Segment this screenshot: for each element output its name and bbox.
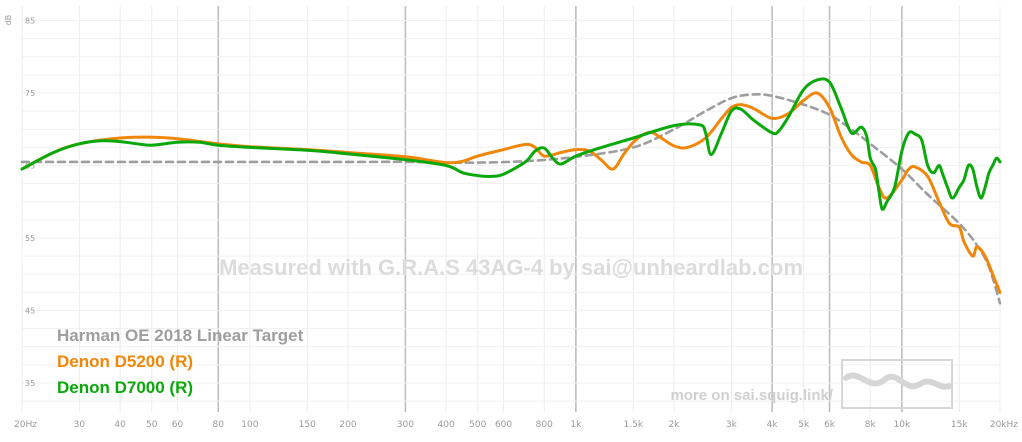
y-axis-unit-label: dB bbox=[4, 15, 13, 26]
x-tick-label: 5k bbox=[798, 420, 810, 430]
squiglink-logo[interactable] bbox=[841, 359, 953, 409]
watermark-text: Measured with G.R.A.S 43AG-4 by sai@unhe… bbox=[219, 255, 803, 280]
x-tick-label: 80 bbox=[213, 420, 225, 430]
y-tick-label: 75 bbox=[25, 89, 35, 98]
x-tick-label: 500 bbox=[469, 420, 486, 430]
x-tick-label: 300 bbox=[397, 420, 414, 430]
x-tick-label: 15k bbox=[951, 420, 968, 430]
denon-d5200-curve bbox=[20, 91, 1002, 294]
y-tick-label: 45 bbox=[25, 307, 35, 316]
y-tick-label: 55 bbox=[25, 234, 35, 243]
x-tick-label: 10k bbox=[894, 420, 911, 430]
credit-text: more on sai.squig.link/ bbox=[670, 387, 833, 404]
x-tick-label: 2k bbox=[669, 420, 681, 430]
harman-target-curve bbox=[20, 92, 1002, 305]
x-tick-label: 200 bbox=[339, 420, 356, 430]
x-tick-label: 3k bbox=[726, 420, 738, 430]
x-tick-label: 6k bbox=[824, 420, 836, 430]
series-lines bbox=[20, 77, 1002, 305]
x-tick-label: 4k bbox=[767, 420, 779, 430]
legend-item-denon-d5200[interactable]: Denon D5200 (R) bbox=[57, 352, 193, 371]
chart-grid bbox=[21, 6, 1001, 412]
squiggle-icon bbox=[843, 372, 953, 390]
x-tick-label: 8k bbox=[865, 420, 877, 430]
x-tick-label: 30 bbox=[74, 420, 86, 430]
denon-d7000-curve bbox=[20, 77, 1002, 211]
legend-item-harman-target[interactable]: Harman OE 2018 Linear Target bbox=[57, 326, 304, 345]
x-tick-label: 1k bbox=[570, 420, 582, 430]
x-tick-label: 400 bbox=[438, 420, 455, 430]
x-tick-label: 100 bbox=[241, 420, 258, 430]
x-tick-label: 40 bbox=[114, 420, 126, 430]
x-axis-labels: 20Hz 30 40 50 60 80 100 150 200 300 400 500 600 800 1k… bbox=[14, 420, 1018, 430]
x-tick-label: 20kHz bbox=[990, 420, 1018, 430]
x-tick-label: 600 bbox=[495, 420, 512, 430]
y-tick-label: 35 bbox=[25, 379, 35, 388]
y-tick-label: 85 bbox=[25, 17, 35, 26]
x-tick-label: 20Hz bbox=[14, 420, 37, 430]
legend: Harman OE 2018 Linear Target Denon D5200 … bbox=[57, 326, 304, 397]
legend-item-denon-d7000[interactable]: Denon D7000 (R) bbox=[57, 378, 193, 397]
x-tick-label: 50 bbox=[146, 420, 158, 430]
x-tick-label: 60 bbox=[172, 420, 184, 430]
x-tick-label: 800 bbox=[536, 420, 553, 430]
x-tick-label: 150 bbox=[299, 420, 316, 430]
x-tick-label: 1.5k bbox=[624, 420, 644, 430]
